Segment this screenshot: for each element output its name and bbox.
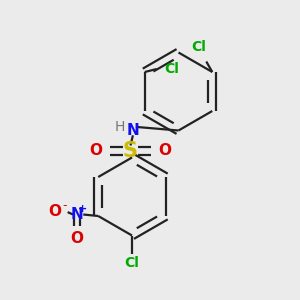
Text: Cl: Cl xyxy=(191,40,206,54)
Text: O: O xyxy=(90,143,103,158)
Text: O: O xyxy=(70,231,83,246)
Text: Cl: Cl xyxy=(124,256,140,270)
Text: N: N xyxy=(70,207,83,222)
Text: O: O xyxy=(49,204,62,219)
Text: N: N xyxy=(127,123,139,138)
Text: -: - xyxy=(62,199,67,212)
Text: S: S xyxy=(123,141,138,161)
Text: H: H xyxy=(115,120,125,134)
Text: Cl: Cl xyxy=(164,62,179,76)
Text: O: O xyxy=(158,143,171,158)
Text: +: + xyxy=(77,204,87,214)
